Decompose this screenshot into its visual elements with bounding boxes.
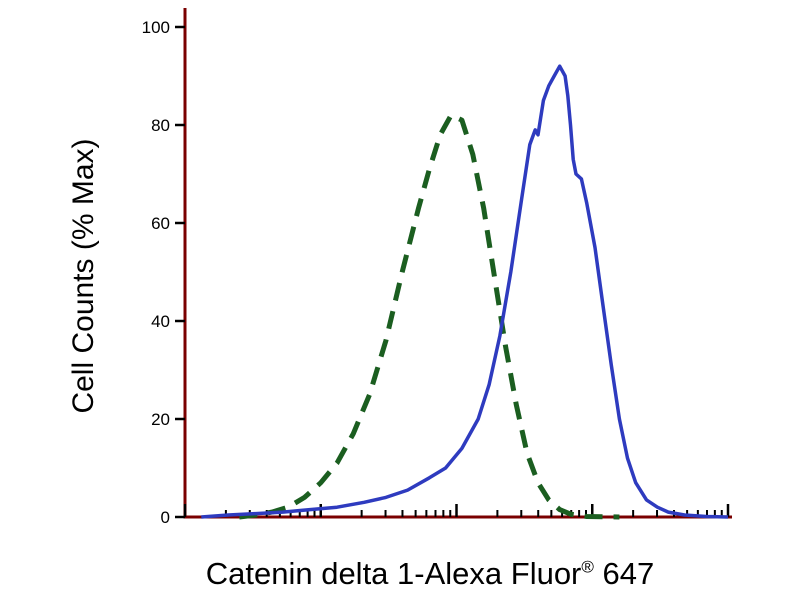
control-curve <box>238 112 620 520</box>
x-axis-title-suffix: 647 <box>593 556 655 591</box>
x-axis-title: Catenin delta 1-Alexa Fluor® 647 <box>30 556 800 592</box>
y-tick-label: 0 <box>161 508 170 527</box>
x-axis-title-text: Catenin delta 1-Alexa Fluor <box>205 556 582 591</box>
sample-curve <box>201 64 729 519</box>
y-tick-label: 60 <box>151 214 170 233</box>
y-tick-label: 100 <box>142 18 170 37</box>
registered-trademark-symbol: ® <box>581 557 594 577</box>
y-tick-label: 20 <box>151 410 170 429</box>
y-tick-label: 40 <box>151 312 170 331</box>
y-tick-label: 80 <box>151 116 170 135</box>
y-axis-title: Cell Counts (% Max) <box>67 138 100 414</box>
